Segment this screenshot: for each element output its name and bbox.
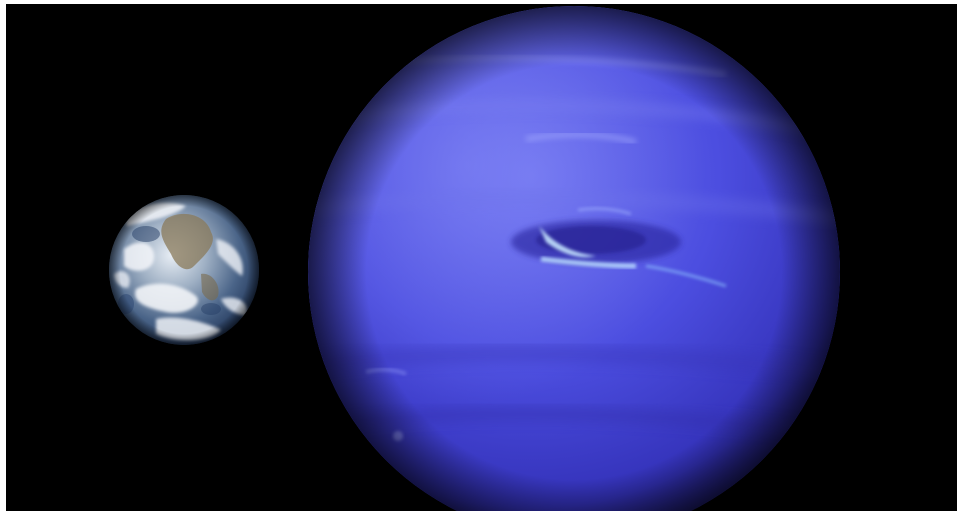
earth-planet [109,195,259,345]
neptune-planet [308,6,840,511]
space-background [6,4,957,511]
neptune-bands [308,6,840,511]
planets-illustration [109,6,840,511]
